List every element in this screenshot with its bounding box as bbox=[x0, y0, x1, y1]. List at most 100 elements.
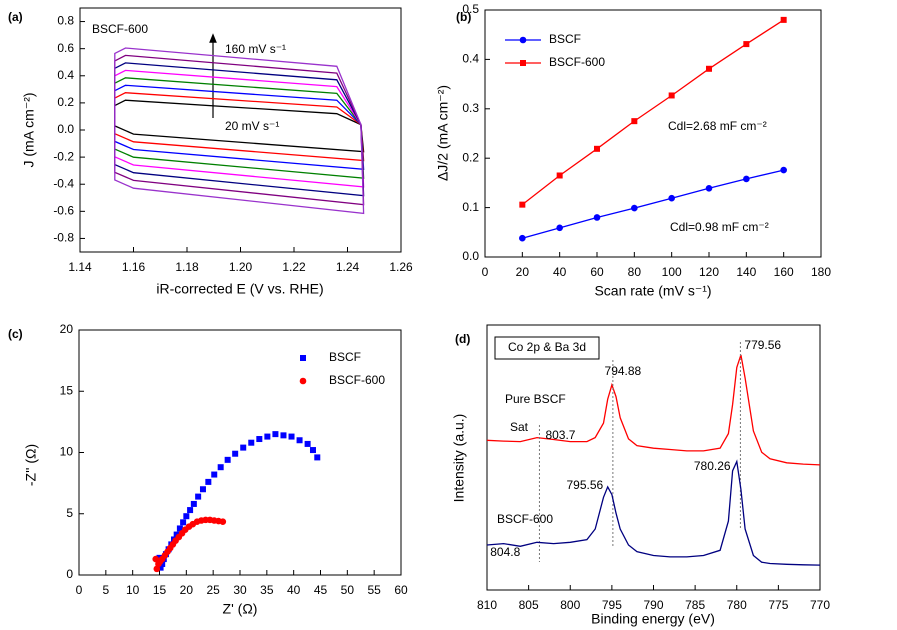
marker bbox=[556, 172, 563, 179]
x-tick-label: 1.16 bbox=[122, 260, 146, 274]
y-tick-label: 0.1 bbox=[462, 200, 479, 214]
x-tick-label: 780 bbox=[727, 598, 747, 612]
marker bbox=[272, 431, 279, 438]
y-tick-label: 0.2 bbox=[57, 95, 74, 109]
annotation: 20 mV s⁻¹ bbox=[225, 119, 279, 133]
peak-label: 804.8 bbox=[490, 545, 520, 559]
marker bbox=[314, 454, 321, 461]
x-tick-label: 40 bbox=[553, 265, 567, 279]
x-tick-label: 1.20 bbox=[229, 260, 253, 274]
marker bbox=[519, 234, 526, 242]
x-tick-label: 0 bbox=[482, 265, 489, 279]
x-tick-label: 800 bbox=[560, 598, 580, 612]
marker bbox=[264, 433, 271, 440]
marker bbox=[199, 486, 206, 493]
marker bbox=[309, 447, 316, 454]
annotation: 160 mV s⁻¹ bbox=[225, 42, 286, 56]
marker bbox=[176, 525, 183, 532]
marker bbox=[195, 493, 202, 500]
y-tick-label: -0.8 bbox=[53, 231, 74, 245]
y-tick-label: 0 bbox=[66, 567, 73, 581]
legend-marker bbox=[520, 60, 526, 66]
peak-label: 779.56 bbox=[744, 338, 781, 352]
annotation: Cdl=2.68 mF cm⁻² bbox=[668, 119, 767, 133]
marker bbox=[190, 500, 197, 507]
panel-label: (b) bbox=[456, 10, 471, 24]
marker bbox=[232, 450, 239, 457]
marker bbox=[706, 65, 712, 72]
legend-label: BSCF-600 bbox=[549, 55, 605, 69]
x-axis-label: Z' (Ω) bbox=[223, 601, 258, 617]
series-label: Pure BSCF bbox=[505, 392, 566, 406]
marker bbox=[248, 439, 255, 446]
y-axis-label: Intensity (a.u.) bbox=[451, 414, 467, 503]
legend-label: BSCF bbox=[549, 32, 581, 46]
y-tick-label: 5 bbox=[66, 506, 73, 520]
x-tick-label: 0 bbox=[76, 583, 83, 597]
series-line bbox=[114, 47, 365, 215]
marker bbox=[631, 118, 638, 125]
x-tick-label: 1.26 bbox=[389, 260, 413, 274]
annotation: Sat bbox=[510, 420, 529, 434]
panel-label: (c) bbox=[8, 327, 23, 341]
marker bbox=[668, 194, 675, 202]
marker bbox=[594, 145, 600, 152]
x-tick-label: 60 bbox=[394, 583, 408, 597]
panel-label: (d) bbox=[455, 332, 470, 346]
marker bbox=[556, 224, 563, 232]
peak-label: 780.26 bbox=[694, 459, 731, 473]
y-tick-label: 0.4 bbox=[57, 68, 74, 82]
x-tick-label: 25 bbox=[206, 583, 220, 597]
y-tick-label: 10 bbox=[60, 445, 74, 459]
x-tick-label: 80 bbox=[628, 265, 642, 279]
marker bbox=[240, 444, 247, 451]
x-tick-label: 20 bbox=[180, 583, 194, 597]
plot-frame bbox=[484, 9, 822, 258]
x-tick-label: 120 bbox=[699, 265, 719, 279]
y-tick-label: -0.4 bbox=[53, 176, 74, 190]
series-line bbox=[486, 459, 821, 566]
x-tick-label: 795 bbox=[602, 598, 622, 612]
marker bbox=[631, 204, 638, 212]
x-tick-label: 1.14 bbox=[68, 260, 92, 274]
x-tick-label: 770 bbox=[810, 598, 830, 612]
panel-label: (a) bbox=[8, 10, 23, 24]
series-label: BSCF-600 bbox=[497, 512, 553, 526]
marker bbox=[180, 519, 187, 526]
marker bbox=[187, 507, 194, 514]
marker bbox=[519, 201, 526, 208]
y-tick-label: 0.3 bbox=[462, 101, 479, 115]
plot-frame bbox=[486, 324, 821, 591]
marker bbox=[304, 440, 311, 447]
x-axis-label: iR-corrected E (V vs. RHE) bbox=[156, 281, 323, 297]
x-tick-label: 810 bbox=[477, 598, 497, 612]
x-tick-label: 20 bbox=[516, 265, 530, 279]
marker bbox=[217, 464, 224, 471]
marker bbox=[256, 436, 263, 443]
x-tick-label: 35 bbox=[260, 583, 274, 597]
x-tick-label: 30 bbox=[233, 583, 247, 597]
marker bbox=[157, 564, 164, 571]
annotation: BSCF-600 bbox=[92, 22, 148, 36]
legend-label: BSCF-600 bbox=[329, 373, 385, 387]
x-tick-label: 1.24 bbox=[336, 260, 360, 274]
x-tick-label: 785 bbox=[685, 598, 705, 612]
peak-label: 803.7 bbox=[545, 428, 575, 442]
peak-label: 794.88 bbox=[605, 364, 642, 378]
x-tick-label: 5 bbox=[102, 583, 109, 597]
marker bbox=[743, 175, 750, 183]
x-tick-label: 15 bbox=[153, 583, 167, 597]
x-tick-label: 45 bbox=[314, 583, 328, 597]
series-line bbox=[521, 19, 785, 206]
legend-label: BSCF bbox=[329, 350, 361, 364]
annotation: Co 2p & Ba 3d bbox=[508, 340, 586, 354]
y-tick-label: 0.0 bbox=[462, 249, 479, 263]
x-tick-label: 55 bbox=[367, 583, 381, 597]
marker bbox=[183, 513, 190, 520]
x-tick-label: 10 bbox=[126, 583, 140, 597]
y-tick-label: 0.4 bbox=[462, 52, 479, 66]
y-tick-label: 0.0 bbox=[57, 122, 74, 136]
y-tick-label: -0.2 bbox=[53, 149, 74, 163]
marker bbox=[280, 432, 287, 439]
